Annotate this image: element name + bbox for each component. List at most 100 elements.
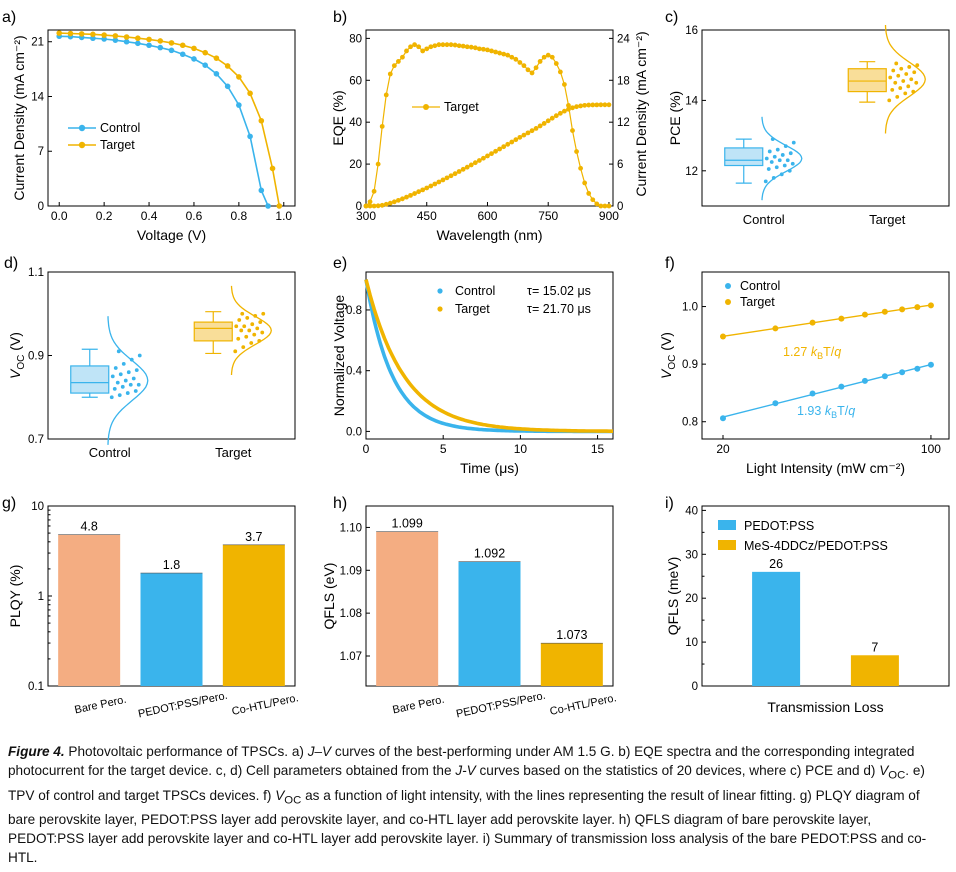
panel-c-data-point xyxy=(895,94,900,99)
panel-g: 0.1 1 10 g) PLQY (%) 4.8 Bare Pero. 1.8 PEDOT:PS… xyxy=(2,495,300,720)
panel-e-series-line-target xyxy=(364,279,613,433)
panel-a-data-point xyxy=(101,32,107,38)
panel-b-x-tick-label: 300 xyxy=(356,209,376,223)
caption-voc: V xyxy=(879,763,889,778)
panel-b-x-tick-label: 750 xyxy=(538,209,558,223)
panel-b-data-point xyxy=(432,181,438,187)
panel-b-y-right-tick-label: 0 xyxy=(617,201,623,213)
panel-d-data-point xyxy=(252,332,257,337)
caption-text-0: Photovoltaic performance of TPSCs. a) xyxy=(64,744,308,759)
panel-h-panel-letter: h) xyxy=(333,495,347,512)
panel-b-data-point xyxy=(497,50,503,56)
panel-b-data-point xyxy=(387,71,393,77)
panel-f-fit-label-t: T/ xyxy=(823,345,835,359)
panel-b-data-point xyxy=(379,123,385,129)
panel-d: 0.7 0.9 1.1 d) VOC (V) Control Target xyxy=(4,255,296,460)
panel-h-y-tick-label: 1.08 xyxy=(340,608,362,620)
panel-a-x-tick-label: 0.6 xyxy=(186,209,203,223)
panel-a-y-tick-label: 0 xyxy=(38,201,44,213)
panel-b-data-point xyxy=(476,46,482,52)
panel-f-axes-frame xyxy=(701,271,950,440)
panel-d-data-point xyxy=(234,324,239,329)
panel-b-data-point xyxy=(541,54,547,60)
panel-c-box xyxy=(847,68,887,93)
panel-c-data-point xyxy=(780,153,785,157)
panel-b-data-point xyxy=(452,171,458,177)
panel-g-bar-1 xyxy=(58,534,121,686)
panel-b-data-point xyxy=(562,108,567,114)
panel-e-tau-label: τ= 21.70 μs xyxy=(527,302,591,316)
panel-c-data-point xyxy=(788,151,793,156)
panel-d-data-point xyxy=(126,370,131,375)
panel-d-y-tick-label: 0.9 xyxy=(28,351,44,363)
panel-b-data-point xyxy=(444,42,450,48)
panel-b-y-tick-label: 20 xyxy=(349,159,362,171)
panel-b-data-point xyxy=(606,102,612,108)
panel-e-tau-label: τ= 15.02 μs xyxy=(527,284,591,298)
panel-b-data-point xyxy=(537,59,543,64)
panel-b-data-point xyxy=(513,137,519,143)
panel-a: 0.0 0.2 0.4 0.6 0.8 1.0 0 7 14 21 a) Voltage (V) Cur… xyxy=(2,9,296,243)
panel-b-data-point xyxy=(424,46,430,52)
panel-h-bar-3 xyxy=(540,643,603,686)
panel-c-data-point xyxy=(767,149,772,154)
panel-f-data-point xyxy=(772,325,779,332)
panel-b-data-point xyxy=(424,185,430,191)
panel-a-data-point xyxy=(224,83,231,90)
panel-d-data-point xyxy=(261,311,266,316)
panel-f-fit-label-t: T/ xyxy=(837,404,849,418)
panel-c-data-point xyxy=(766,167,771,171)
panel-b-data-point xyxy=(517,60,523,65)
panel-d-data-point xyxy=(117,393,122,398)
panel-d-y-axis-label-unit: (V) xyxy=(7,332,23,355)
panel-a-axes-frame xyxy=(47,29,296,207)
panel-i-panel-letter: i) xyxy=(665,495,674,512)
panel-b-data-point xyxy=(598,203,604,209)
panel-d-y-tick-label: 0.7 xyxy=(28,434,44,446)
panel-b-y-tick-label: 60 xyxy=(349,75,362,87)
panel-b-data-point xyxy=(448,42,454,48)
panel-h-x-tick-label: Co-HTL/Pero. xyxy=(549,692,618,718)
panel-b-data-point xyxy=(489,48,494,54)
figure-canvas: 0.0 0.2 0.4 0.6 0.8 1.0 0 7 14 21 a) Voltage (V) Cur… xyxy=(2,9,950,720)
panel-b-data-point xyxy=(408,192,413,198)
panel-i-y-axis-label: QFLS (meV) xyxy=(665,557,681,636)
panel-b-data-point xyxy=(379,202,385,208)
panel-a-data-point xyxy=(157,38,164,44)
panel-e-x-tick-label: 10 xyxy=(514,442,528,456)
panel-c-y-axis-label: PCE (%) xyxy=(667,91,683,145)
panel-b-data-point xyxy=(404,194,409,200)
panel-f-data-point xyxy=(927,302,934,309)
panel-h-bar-1 xyxy=(376,531,439,686)
panel-i-axes-frame xyxy=(701,505,950,687)
panel-i-legend-swatch xyxy=(718,520,736,530)
caption-text-2: curves based on the statistics of 20 dev… xyxy=(475,763,880,778)
panel-f-y-tick-label: 0.8 xyxy=(682,417,698,429)
panel-b-x-axis-label: Wavelength (nm) xyxy=(436,227,542,243)
panel-d-data-point xyxy=(233,349,238,354)
panel-e: 0 5 10 15 0.0 0.4 0.8 e) Time (μs) Normalized Vol… xyxy=(331,255,614,476)
panel-d-panel-letter: d) xyxy=(4,255,18,272)
panel-c-data-point xyxy=(763,179,768,184)
panel-f-data-point xyxy=(881,308,888,315)
panel-a-data-point xyxy=(213,71,220,77)
panel-b-data-point xyxy=(420,48,426,54)
panel-f-data-point xyxy=(899,369,906,376)
panel-b-data-point xyxy=(387,200,393,206)
panel-i-bar-1 xyxy=(752,571,801,686)
panel-a-data-point xyxy=(90,31,96,38)
panel-b-data-point xyxy=(452,42,458,48)
panel-d-box xyxy=(70,365,110,394)
panel-d-data-point xyxy=(250,322,255,327)
panel-d-data-point xyxy=(237,318,242,322)
panel-d-data-point xyxy=(112,387,117,391)
panel-a-x-axis-label: Voltage (V) xyxy=(137,227,206,243)
panel-e-y-tick-label: 0.8 xyxy=(346,305,362,317)
panel-b-data-point xyxy=(428,44,434,50)
panel-c-data-point xyxy=(887,98,892,103)
panel-e-y-axis-label: Normalized Voltage xyxy=(331,295,347,417)
panel-a-data-point xyxy=(135,35,141,42)
panel-c-data-point xyxy=(903,91,908,96)
panel-c-data-point xyxy=(891,68,896,73)
panel-d-data-point xyxy=(241,345,246,350)
